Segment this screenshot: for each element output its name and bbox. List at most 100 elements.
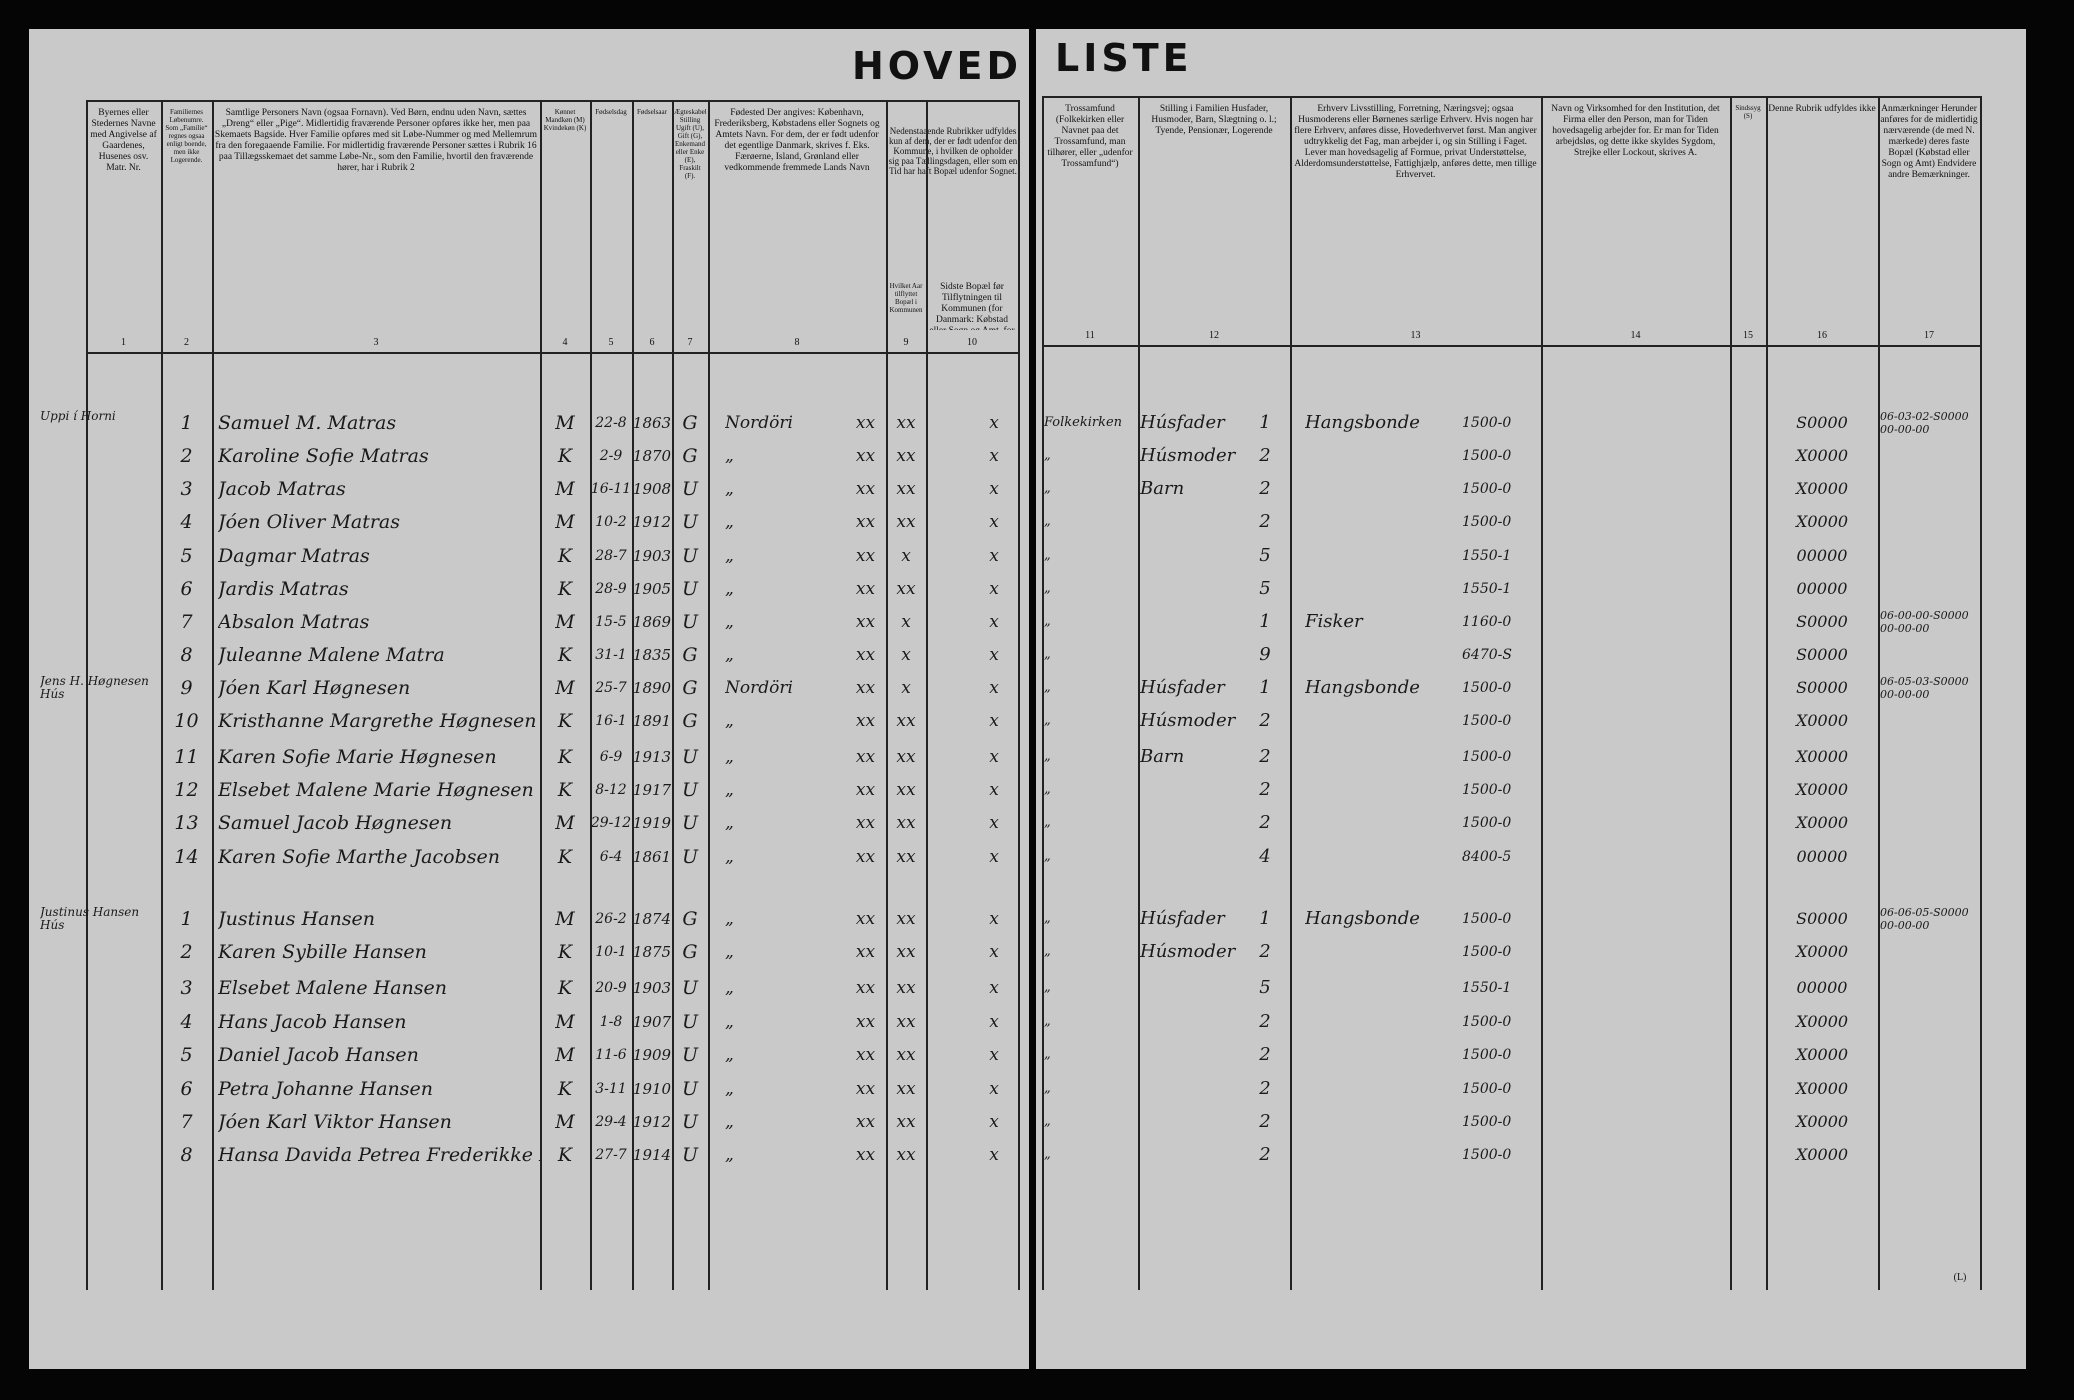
cell-c16: X0000 (1795, 1079, 1849, 1098)
cell-date: 10-2 (595, 514, 627, 530)
rule-line (1042, 345, 1980, 347)
cell-place: „ (725, 612, 734, 632)
cell-faith: „ (1044, 1047, 1051, 1062)
cell-date: 26-2 (595, 911, 627, 927)
column-heading: Fødselsdag (595, 108, 627, 116)
cell-m10: x (989, 813, 999, 833)
cell-inc: 1500-0 (1462, 514, 1512, 530)
cell-m9: x (901, 678, 911, 698)
cell-place: „ (725, 546, 734, 566)
cell-date: 16-11 (590, 481, 632, 497)
cell-inc: 1500-0 (1462, 1014, 1512, 1030)
cell-nr: 3 (180, 478, 193, 500)
cell-m10: x (989, 1012, 999, 1032)
cell-c16: X0000 (1795, 813, 1849, 832)
cell-nr: 6 (180, 578, 193, 600)
cell-faith: „ (1044, 647, 1051, 662)
cell-m9: xx (896, 813, 916, 833)
cell-c16: X0000 (1795, 446, 1849, 465)
cell-m10: x (989, 479, 999, 499)
cell-year: 1869 (632, 613, 672, 631)
cell-faith: „ (1044, 782, 1051, 797)
cell-inc: 1500-0 (1462, 448, 1512, 464)
column-heading: Navn og Virksomhed for den Institution, … (1551, 104, 1720, 158)
column-heading: Anmærkninger Herunder anføres for de mid… (1880, 104, 1978, 180)
cell-inc: 1500-0 (1462, 911, 1512, 927)
column-line (672, 100, 674, 1290)
cell-m9: xx (896, 413, 916, 433)
cell-year: 1874 (632, 910, 672, 928)
cell-nr: 2 (180, 941, 193, 963)
cell-place: Nordöri (725, 413, 793, 433)
cell-name: Karen Sofie Marie Høgnesen (218, 746, 497, 768)
cell-inc: 1500-0 (1462, 749, 1512, 765)
cell-m8: xx (855, 579, 876, 599)
column-number: 11 (1085, 330, 1095, 341)
column-line (1018, 100, 1020, 1290)
cell-sex: M (555, 677, 575, 699)
cell-m8: xx (855, 413, 876, 433)
column-heading: Kønnet Mandkøn (M) Kvindekøn (K) (543, 108, 587, 132)
cell-faith: „ (1044, 980, 1051, 995)
column-heading: Erhverv Livsstilling, Forretning, Næring… (1294, 104, 1537, 180)
cell-m10: x (989, 1079, 999, 1099)
cell-name: Justinus Hansen (218, 908, 375, 930)
cell-m9: xx (896, 579, 916, 599)
cell-name: Kristhanne Margrethe Høgnesen (218, 710, 537, 732)
cell-c17: 06-05-03-S0000 00-00-00 (1880, 675, 1969, 701)
cell-nr: 12 (174, 779, 199, 801)
cell-m10: x (989, 1145, 999, 1165)
cell-date: 16-1 (595, 713, 627, 729)
cell-code: 2 (1259, 1044, 1271, 1065)
cell-name: Hans Jacob Hansen (218, 1011, 407, 1033)
cell-m9: xx (896, 1079, 916, 1099)
cell-faith: „ (1044, 713, 1051, 728)
cell-place: „ (725, 813, 734, 833)
column-number: 3 (373, 337, 379, 348)
cell-inc: 1500-0 (1462, 782, 1512, 798)
cell-inc: 1500-0 (1462, 1081, 1512, 1097)
column-line (1766, 96, 1768, 1290)
cell-inc: 1500-0 (1462, 415, 1512, 431)
cell-c16: S0000 (1796, 678, 1848, 697)
cell-civ: G (682, 412, 698, 434)
column-line (1878, 96, 1880, 1290)
cell-m9: xx (896, 747, 916, 767)
cell-inc: 6470-S (1462, 647, 1512, 663)
column-number: 13 (1410, 330, 1421, 341)
cell-code: 2 (1259, 445, 1271, 466)
column-line (540, 100, 542, 1290)
cell-faith: Folkekirken (1044, 415, 1123, 430)
cell-c16: X0000 (1795, 780, 1849, 799)
cell-nr: 6 (180, 1078, 193, 1100)
column-line (1980, 96, 1982, 1290)
cell-m8: xx (855, 678, 876, 698)
cell-m8: xx (855, 1112, 876, 1132)
cell-c16: X0000 (1795, 479, 1849, 498)
cell-name: Juleanne Malene Matra (218, 644, 445, 666)
cell-faith: „ (1044, 849, 1051, 864)
cell-place: „ (725, 1045, 734, 1065)
cell-m8: xx (855, 847, 876, 867)
cell-code: 9 (1259, 644, 1271, 665)
cell-date: 6-4 (599, 849, 623, 865)
cell-inc: 1500-0 (1462, 713, 1512, 729)
cell-civ: U (681, 1044, 698, 1066)
cell-m10: x (989, 579, 999, 599)
cell-nr: 8 (180, 644, 193, 666)
column-heading: Ægteskabelig Stilling Ugift (U), Gift (G… (674, 108, 706, 180)
cell-inc: 1500-0 (1462, 481, 1512, 497)
cell-job: Fisker (1305, 611, 1363, 632)
cell-m8: xx (855, 512, 876, 532)
cell-civ: U (681, 611, 698, 633)
cell-nr: 14 (174, 846, 199, 868)
cell-sex: K (557, 445, 573, 467)
column-heading: Stilling i Familien Husfader, Husmoder, … (1151, 104, 1277, 136)
cell-m8: xx (855, 909, 876, 929)
cell-faith: „ (1044, 614, 1051, 629)
cell-sex: M (555, 1111, 575, 1133)
column-number: 1 (121, 337, 126, 348)
cell-name: Absalon Matras (218, 611, 370, 633)
cell-year: 1905 (632, 580, 672, 598)
cell-civ: G (682, 908, 698, 930)
